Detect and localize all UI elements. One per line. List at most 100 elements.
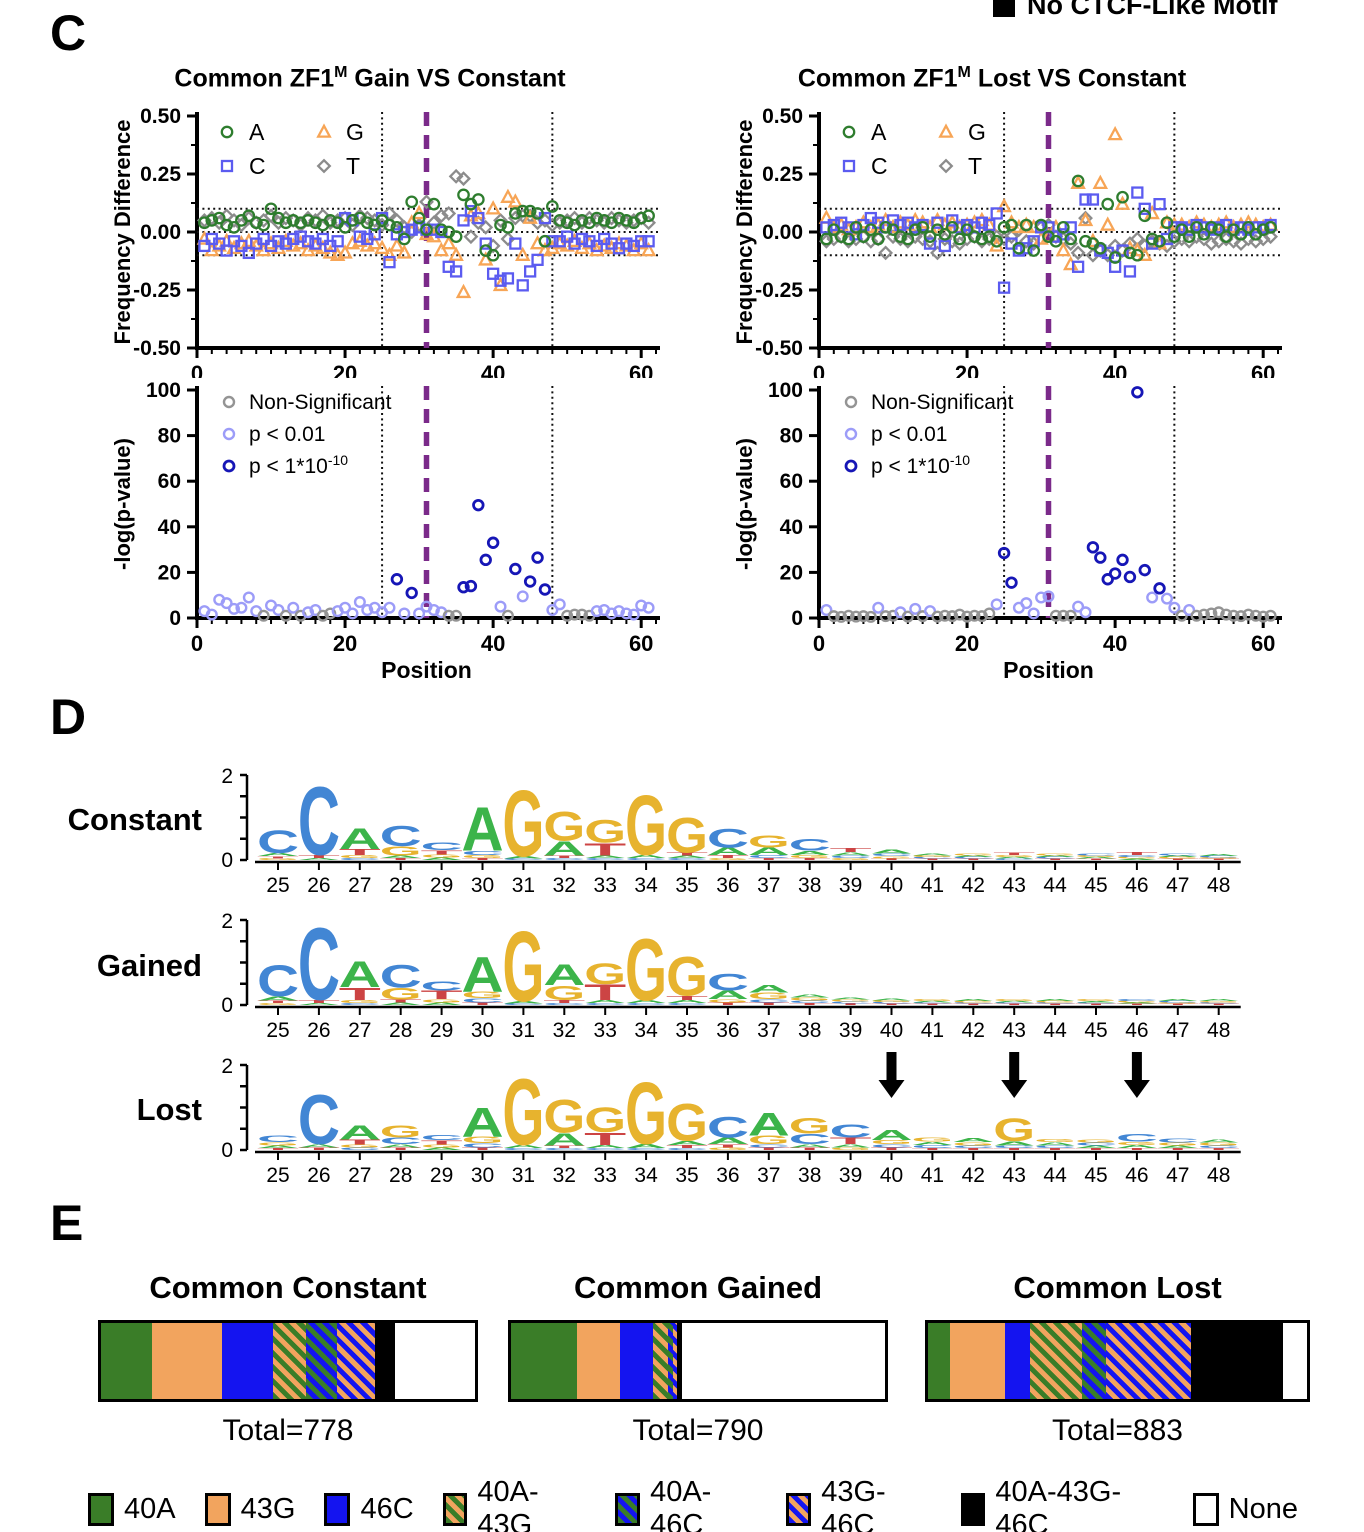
- svg-text:T: T: [543, 1145, 585, 1149]
- svg-text:36: 36: [716, 1164, 739, 1187]
- motif-legend-label: 43G-46C: [821, 1476, 886, 1532]
- svg-text:A: A: [1075, 857, 1117, 860]
- motif-legend-label: 40A: [124, 1492, 176, 1525]
- svg-text:C: C: [543, 1147, 585, 1150]
- svg-text:C: C: [1116, 998, 1158, 1001]
- motif-legend-label: None: [1228, 1492, 1298, 1525]
- svg-text:100: 100: [146, 379, 181, 402]
- svg-text:27: 27: [348, 1019, 371, 1042]
- svg-text:G: G: [462, 990, 504, 1000]
- svg-text:T: T: [298, 854, 340, 859]
- svg-text:T: T: [339, 984, 381, 1004]
- svg-text:T: T: [968, 153, 982, 179]
- svg-text:C: C: [830, 855, 872, 859]
- svg-text:40: 40: [1103, 631, 1127, 656]
- svg-text:G: G: [707, 998, 749, 1003]
- svg-text:A: A: [298, 1002, 340, 1005]
- bar-segment-None: [1283, 1323, 1307, 1399]
- plot-title-lost-post: Lost VS Constant: [970, 64, 1187, 93]
- svg-text:A: A: [1198, 999, 1240, 1002]
- svg-text:C: C: [380, 821, 422, 853]
- svg-text:G: G: [1116, 1000, 1158, 1003]
- svg-text:T: T: [421, 1139, 463, 1146]
- svg-text:Frequency Difference: Frequency Difference: [732, 120, 757, 345]
- svg-text:A: A: [1157, 999, 1199, 1002]
- svg-text:T: T: [707, 1002, 749, 1006]
- svg-text:T: T: [707, 1143, 749, 1148]
- bar-segment-43G: [576, 1323, 620, 1399]
- svg-text:40: 40: [880, 1019, 903, 1042]
- svg-text:C: C: [421, 979, 463, 993]
- motif-legend-label: 40A-46C: [650, 1476, 712, 1532]
- svg-text:C: C: [298, 767, 340, 876]
- svg-text:Non-Significant: Non-Significant: [249, 391, 392, 414]
- base-legend: A G C T: [842, 119, 986, 179]
- series-A: [820, 174, 1277, 264]
- svg-text:G: G: [1075, 855, 1117, 858]
- svg-text:T: T: [421, 989, 463, 1002]
- svg-text:C: C: [584, 1002, 626, 1005]
- svg-text:A: A: [870, 1127, 912, 1143]
- svg-text:A: A: [421, 1002, 463, 1006]
- svg-text:46: 46: [1125, 874, 1148, 897]
- bar-segment-43G: [152, 1323, 222, 1399]
- svg-text:C: C: [870, 853, 912, 857]
- svg-text:C: C: [871, 153, 888, 179]
- svg-text:G: G: [502, 771, 544, 877]
- svg-text:A: A: [952, 855, 994, 858]
- bar-segment-43G-46C: [337, 1323, 376, 1399]
- series-C: [198, 204, 655, 292]
- svg-text:31: 31: [512, 1164, 535, 1187]
- svg-text:T: T: [830, 847, 872, 854]
- svg-text:G: G: [1075, 1138, 1117, 1143]
- svg-text:C: C: [625, 857, 667, 860]
- svg-text:42: 42: [962, 1019, 985, 1042]
- svg-text:A: A: [625, 854, 667, 859]
- svg-text:34: 34: [634, 1019, 658, 1042]
- svg-text:C: C: [789, 1131, 831, 1147]
- motif-swatch-icon-46C: [324, 1492, 351, 1526]
- logo-letters: GTACATCCGTAATGCAGTCTCGACAGCTGACATGCAGCAT…: [257, 906, 1240, 1023]
- svg-text:T: T: [380, 999, 422, 1004]
- svg-text:0.50: 0.50: [140, 105, 181, 128]
- svg-text:0: 0: [813, 631, 825, 656]
- svg-text:A: A: [380, 1143, 422, 1148]
- bar-segment-46C: [619, 1323, 653, 1399]
- stacked-bar-constant: [98, 1320, 478, 1402]
- svg-text:C: C: [543, 857, 585, 860]
- svg-text:2: 2: [221, 1055, 233, 1078]
- svg-text:T: T: [584, 839, 626, 859]
- svg-text:T: T: [1075, 858, 1117, 860]
- svg-text:p < 1*10-10: p < 1*10-10: [871, 452, 970, 478]
- svg-text:A: A: [830, 997, 872, 1000]
- svg-text:G: G: [462, 1135, 504, 1145]
- svg-text:36: 36: [716, 1019, 739, 1042]
- svg-text:40: 40: [481, 631, 505, 656]
- svg-text:33: 33: [594, 1019, 617, 1042]
- logo-axis: 2 0 25 26 27 28 29 30 31 32 33 34 35 36 37 38 39 40 41 42 43…: [221, 1055, 1241, 1187]
- svg-text:T: T: [584, 980, 626, 1005]
- svg-text:G: G: [257, 1002, 299, 1005]
- motif-legend-item-40A: 40A: [88, 1492, 176, 1526]
- svg-text:G: G: [993, 854, 1035, 857]
- svg-text:G: G: [625, 1064, 667, 1163]
- svg-text:T: T: [1198, 1147, 1240, 1150]
- svg-text:T: T: [461, 1147, 503, 1151]
- svg-text:-0.50: -0.50: [755, 337, 803, 360]
- motif-legend: 40A 43G 46C 40A-43G 40A-46C 43G-46C 40A-43G-46…: [88, 1476, 1298, 1532]
- svg-text:A: A: [911, 853, 953, 856]
- svg-text:37: 37: [757, 874, 780, 897]
- svg-text:G: G: [1198, 1001, 1240, 1003]
- motif-swatch-icon-40A-43G: [442, 1492, 468, 1526]
- svg-text:C: C: [789, 1000, 831, 1004]
- svg-text:G: G: [380, 844, 422, 858]
- motif-swatch-icon-None: [1192, 1492, 1219, 1526]
- svg-text:G: G: [1198, 857, 1240, 859]
- bar-segment-40A: [928, 1323, 950, 1399]
- bar-segment-40A-46C: [667, 1323, 673, 1399]
- svg-text:G: G: [380, 985, 422, 1003]
- svg-text:G: G: [584, 958, 626, 991]
- svg-text:C: C: [1198, 1002, 1240, 1004]
- svg-text:A: A: [1116, 1002, 1158, 1004]
- pval-lost-svg: 0 20 40 60 80 100 0 20 40 60 -log(p-value) Position…: [732, 379, 1282, 683]
